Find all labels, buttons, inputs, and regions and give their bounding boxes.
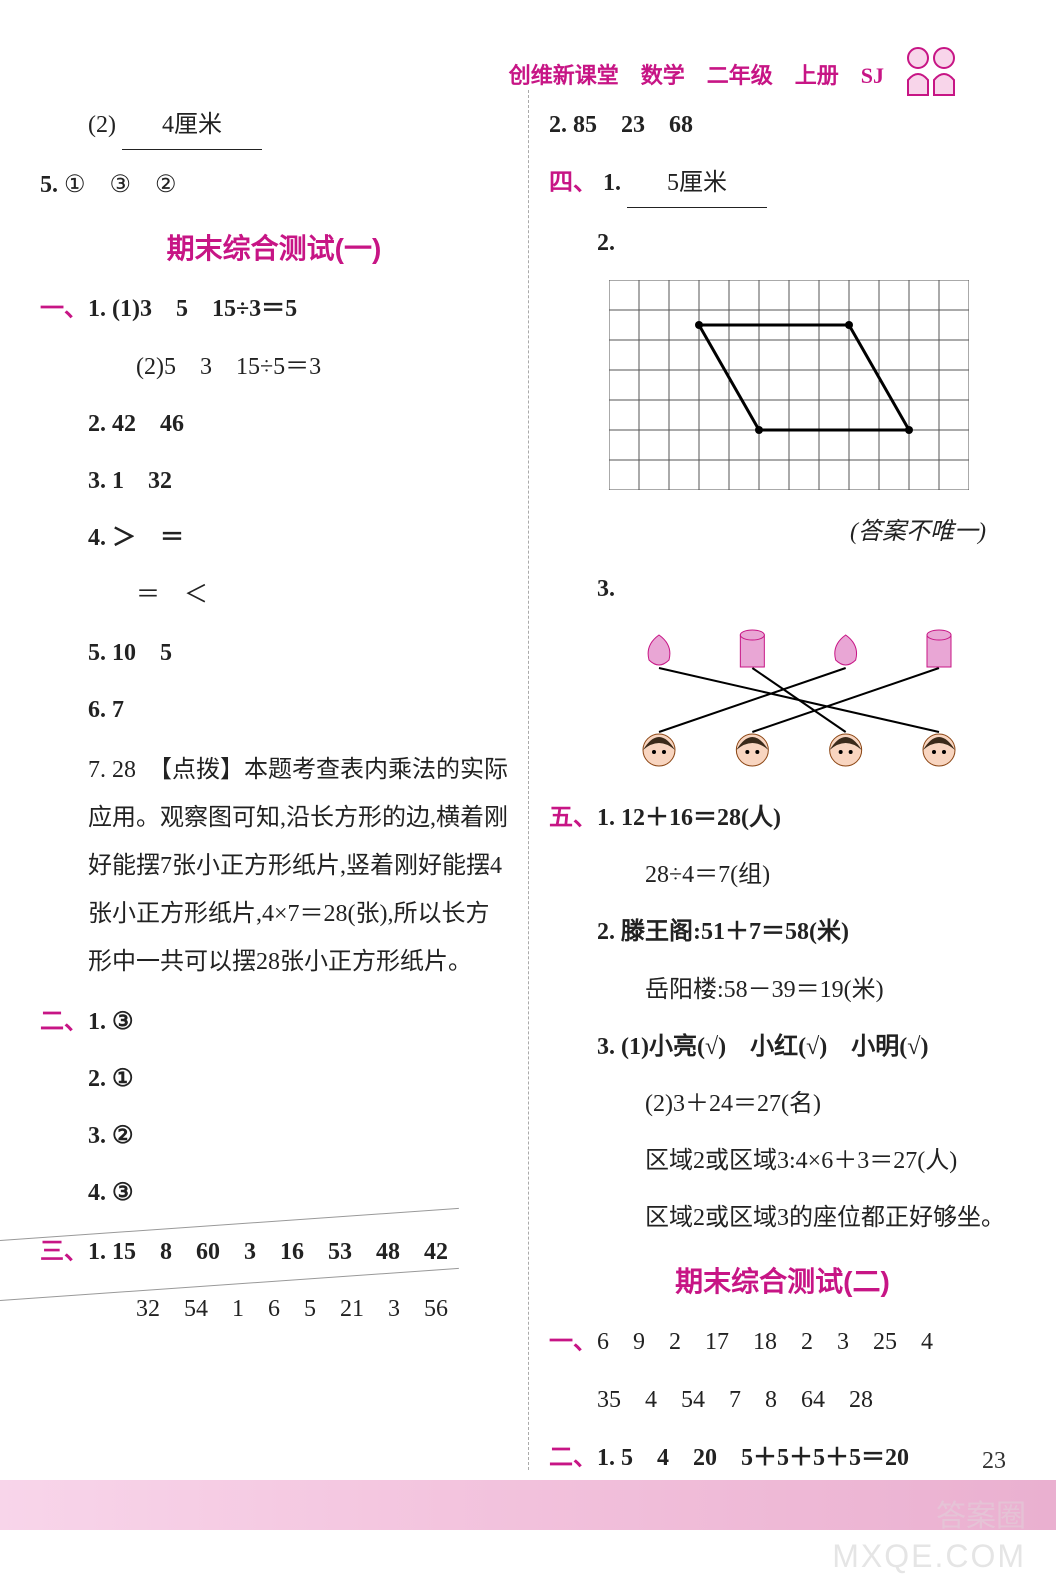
- value: 1. ③: [88, 1009, 134, 1035]
- left-column: (2) 4厘米 5. ① ③ ② 期末综合测试(一) 一、1. (1)3 5 1…: [40, 90, 528, 1470]
- answer-line: 28÷4＝7(组): [549, 854, 1016, 897]
- answer-line: 3. ②: [40, 1115, 508, 1158]
- section-label: 二、: [549, 1444, 597, 1471]
- value: 6 9 2 17 18 2 3 25 4: [597, 1329, 933, 1355]
- value: 5厘米: [627, 162, 767, 208]
- page-body: (2) 4厘米 5. ① ③ ② 期末综合测试(一) 一、1. (1)3 5 1…: [40, 90, 1016, 1470]
- section-label: 一、: [40, 295, 88, 322]
- value: 1. 12＋16＝28(人): [597, 805, 781, 831]
- footer-gradient: [0, 1480, 1056, 1530]
- answer-line: 二、1. 5 4 20 5＋5＋5＋5＝20: [549, 1436, 1016, 1480]
- value: 1. 5 4 20 5＋5＋5＋5＝20: [597, 1445, 909, 1471]
- header-text: 创维新课堂 数学 二年级 上册 SJ: [509, 58, 884, 90]
- section-label: 三、: [40, 1238, 88, 1265]
- explanation: 7. 28 【点拨】本题考查表内乘法的实际应用。观察图可知,沿长方形的边,横着刚…: [40, 746, 508, 986]
- label: 2.: [549, 222, 1016, 265]
- answer-line: 5. ① ③ ②: [40, 164, 508, 207]
- answer-line: ＝ ＜: [40, 574, 508, 617]
- note: (答案不唯一): [549, 511, 1016, 554]
- value: 1. (1)3 5 15÷3＝5: [88, 296, 297, 322]
- answer-line: (2) 4厘米: [40, 104, 508, 150]
- answer-line: 4. ＞ ＝: [40, 517, 508, 560]
- right-column: 2. 85 23 68 四、 1. 5厘米 2. (答案不唯一) 3. 五、1.…: [528, 90, 1016, 1470]
- answer-line: 2. 滕王阁:51＋7＝58(米): [549, 911, 1016, 954]
- answer-line: 区域2或区域3的座位都正好够坐。: [549, 1197, 1016, 1240]
- answer-line: 一、6 9 2 17 18 2 3 25 4: [549, 1320, 1016, 1364]
- section-label: 四、: [549, 169, 597, 196]
- section-title: 期末综合测试(一): [40, 227, 508, 267]
- answer-line: 2. 85 23 68: [549, 104, 1016, 147]
- grid-figure: [609, 280, 1016, 497]
- answer-line: 35 4 54 7 8 64 28: [549, 1379, 1016, 1422]
- section-title: 期末综合测试(二): [549, 1260, 1016, 1300]
- answer-line: 32 54 1 6 5 21 3 56: [40, 1288, 508, 1331]
- answer-line: 6. 7: [40, 689, 508, 732]
- section-label: 五、: [549, 804, 597, 831]
- page-number: 23: [982, 1448, 1006, 1475]
- label: 3.: [549, 568, 1016, 611]
- answer-line: 3. (1)小亮(√) 小红(√) 小明(√): [549, 1026, 1016, 1069]
- answer-line: 2. 42 46: [40, 403, 508, 446]
- label: 1.: [603, 170, 621, 196]
- answer-line: 三、1. 15 8 60 3 16 53 48 42: [40, 1230, 508, 1274]
- label: 5.: [40, 172, 58, 198]
- section-label: 二、: [40, 1008, 88, 1035]
- value: 4厘米: [122, 104, 262, 150]
- answer-line: (2)5 3 15÷5＝3: [40, 346, 508, 389]
- section-label: 一、: [549, 1328, 597, 1355]
- answer-line: 四、 1. 5厘米: [549, 161, 1016, 208]
- watermark-url: MXQE.COM: [832, 1538, 1026, 1575]
- answer-line: 五、1. 12＋16＝28(人): [549, 796, 1016, 840]
- answer-line: 二、1. ③: [40, 1000, 508, 1044]
- answer-line: 3. 1 32: [40, 460, 508, 503]
- answer-line: 2. ①: [40, 1058, 508, 1101]
- value: 1. 15 8 60 3 16 53 48 42: [88, 1239, 448, 1265]
- answer-line: 区域2或区域3:4×6＋3＝27(人): [549, 1140, 1016, 1183]
- watermark-cn: 答案圈: [936, 1491, 1026, 1535]
- answer-line: 5. 10 5: [40, 632, 508, 675]
- matching-figure: [609, 625, 1016, 782]
- answer-line: (2)3＋24＝27(名): [549, 1083, 1016, 1126]
- label: (2): [88, 112, 116, 138]
- answer-line: 一、1. (1)3 5 15÷3＝5: [40, 287, 508, 331]
- answer-line: 岳阳楼:58－39＝19(米): [549, 969, 1016, 1012]
- value: ① ③ ②: [64, 172, 177, 198]
